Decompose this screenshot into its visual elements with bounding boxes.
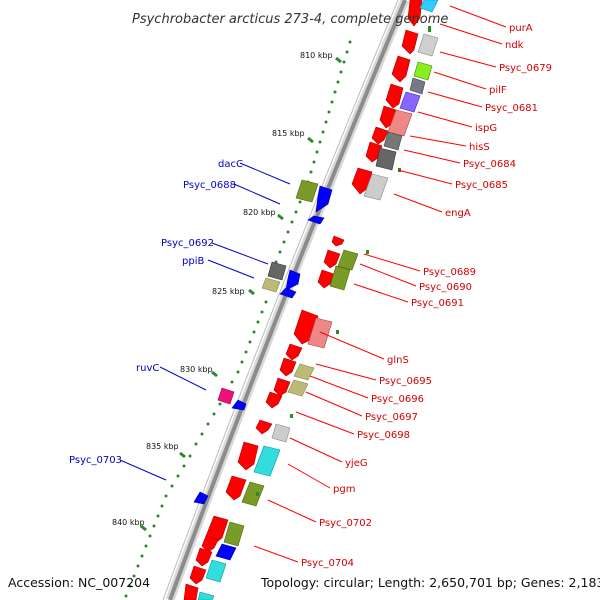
- reverse-labels: dacC Psyc_0688 Psyc_0692 ppiB ruvC Psyc_…: [69, 159, 243, 466]
- gene-label-psyc-0696: Psyc_0696: [371, 394, 424, 405]
- gene-label-pilF: pilF: [489, 85, 507, 96]
- cds-arrow: [205, 515, 229, 545]
- cds-arrow: [323, 249, 341, 269]
- cds-arrow: [193, 491, 209, 505]
- cds-arrow: [385, 83, 404, 109]
- cds-arrow: [331, 235, 345, 247]
- cds-arrow: [195, 547, 213, 567]
- tick-label-815: 815 kbp: [272, 129, 305, 138]
- cds-arrow: [279, 287, 297, 299]
- cds-arrow: [273, 377, 291, 397]
- cds-arrow: [189, 565, 207, 585]
- cds-arrow: [407, 0, 423, 27]
- gene-label-psyc-0685: Psyc_0685: [455, 180, 508, 191]
- gene-label-glnS: glnS: [387, 355, 409, 366]
- gene-label-psyc-0704: Psyc_0704: [301, 558, 354, 569]
- cds-arrow: [401, 29, 419, 55]
- gene-label-ppiB: ppiB: [182, 256, 204, 267]
- gene-label-psyc-0698: Psyc_0698: [357, 430, 410, 441]
- category-box: [295, 179, 319, 203]
- cds-arrow: [285, 343, 303, 361]
- gene-label-yjeG: yjeG: [345, 458, 368, 469]
- cds-arrow: [293, 309, 319, 345]
- category-box: [217, 387, 235, 405]
- tick-label-830: 830 kbp: [180, 365, 213, 374]
- gene-label-psyc-0684: Psyc_0684: [463, 159, 516, 170]
- genome-backbone: [162, 0, 410, 600]
- gene-label-psyc-0681: Psyc_0681: [485, 103, 538, 114]
- gene-label-hisS: hisS: [469, 142, 490, 153]
- category-box: [267, 261, 287, 281]
- gene-label-psyc-0689: Psyc_0689: [423, 267, 476, 278]
- gene-label-purA: purA: [509, 23, 533, 34]
- gene-label-ispG: ispG: [475, 123, 497, 134]
- forward-labels: purA ndk Psyc_0679 pilF Psyc_0681 ispG h…: [301, 23, 552, 569]
- gene-label-psyc-0688: Psyc_0688: [183, 180, 236, 191]
- tick-label-810: 810 kbp: [300, 51, 333, 60]
- gene-label-dacC: dacC: [218, 159, 243, 170]
- cds-arrow: [279, 357, 297, 377]
- cds-arrow: [183, 583, 199, 600]
- reverse-leader-lines: [119, 162, 291, 481]
- cds-arrow: [231, 399, 247, 411]
- cds-arrow: [285, 269, 301, 291]
- forward-category-track: [197, 0, 439, 600]
- gene-label-ruvC: ruvC: [136, 363, 159, 374]
- tick-marks: [140, 56, 342, 532]
- accession-text: Accession: NC_007204: [8, 575, 150, 590]
- cds-arrow: [201, 535, 219, 553]
- gene-label-psyc-0690: Psyc_0690: [419, 282, 472, 293]
- cds-arrow: [225, 475, 247, 501]
- tick-label-840: 840 kbp: [112, 518, 145, 527]
- reverse-track: [193, 179, 333, 505]
- gene-label-psyc-0679: Psyc_0679: [499, 63, 552, 74]
- tick-label-835: 835 kbp: [146, 442, 179, 451]
- cds-arrow: [371, 126, 389, 145]
- cds-arrow: [237, 441, 259, 471]
- gene-label-psyc-0692: Psyc_0692: [161, 238, 214, 249]
- cds-arrow: [315, 185, 333, 213]
- gene-label-ndk: ndk: [505, 40, 524, 51]
- gene-label-psyc-0703: Psyc_0703: [69, 455, 122, 466]
- cds-arrow: [307, 215, 325, 225]
- cds-arrow: [255, 419, 273, 435]
- cds-arrow: [265, 391, 283, 409]
- gene-label-psyc-0697: Psyc_0697: [365, 412, 418, 423]
- forward-cds-track: [183, 0, 423, 600]
- gene-label-psyc-0702: Psyc_0702: [319, 518, 372, 529]
- tick-label-820: 820 kbp: [243, 208, 276, 217]
- cds-arrow: [317, 269, 335, 289]
- tick-label-825: 825 kbp: [212, 287, 245, 296]
- gene-label-psyc-0691: Psyc_0691: [411, 298, 464, 309]
- cds-arrow: [391, 55, 411, 83]
- gene-label-pgm: pgm: [333, 484, 355, 495]
- category-box: [261, 277, 281, 293]
- topology-text: Topology: circular; Length: 2,650,701 bp…: [260, 575, 600, 590]
- map-title: Psychrobacter arcticus 273-4, complete g…: [132, 12, 448, 27]
- forward-leader-lines: [253, 5, 507, 563]
- gene-label-psyc-0695: Psyc_0695: [379, 376, 432, 387]
- gene-label-engA: engA: [445, 208, 471, 219]
